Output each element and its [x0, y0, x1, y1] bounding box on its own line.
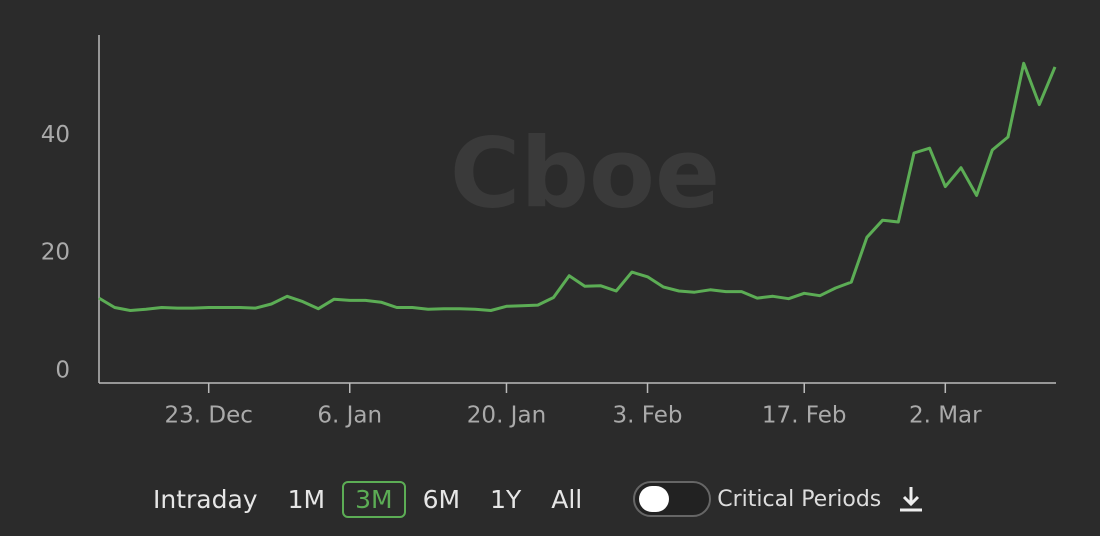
- series-line: [98, 61, 1057, 312]
- critical-periods-toggle[interactable]: [633, 481, 712, 517]
- x-tick-label: 23. Dec: [165, 403, 253, 429]
- range-button[interactable]: 3M: [342, 480, 406, 518]
- controls: Intraday 1M 3M 6M 1Y All Critical Periods: [140, 478, 941, 520]
- y-tick-label: 0: [55, 358, 70, 384]
- range-button[interactable]: Intraday: [153, 484, 258, 514]
- y-tick-label: 40: [41, 122, 70, 148]
- chart: Cboe 0 20 40 23. Dec 6. Jan 20. Jan 3. Feb 17. …: [41, 35, 1057, 429]
- x-tick-label: 20. Jan: [467, 403, 546, 429]
- range-button[interactable]: 1M: [287, 484, 326, 514]
- toggle-label: Critical Periods: [717, 486, 882, 512]
- y-tick-label: 20: [41, 240, 70, 266]
- x-tick-label: 2. Mar: [909, 403, 982, 429]
- watermark: Cboe: [450, 117, 720, 229]
- range-button[interactable]: All: [551, 484, 583, 514]
- x-tick-label: 6. Jan: [317, 403, 382, 429]
- range-button[interactable]: 1Y: [490, 484, 522, 514]
- x-tick-label: 17. Feb: [762, 403, 847, 429]
- x-tick-label: 3. Feb: [613, 403, 683, 429]
- download-icon[interactable]: [881, 479, 941, 519]
- range-button[interactable]: 6M: [422, 484, 461, 514]
